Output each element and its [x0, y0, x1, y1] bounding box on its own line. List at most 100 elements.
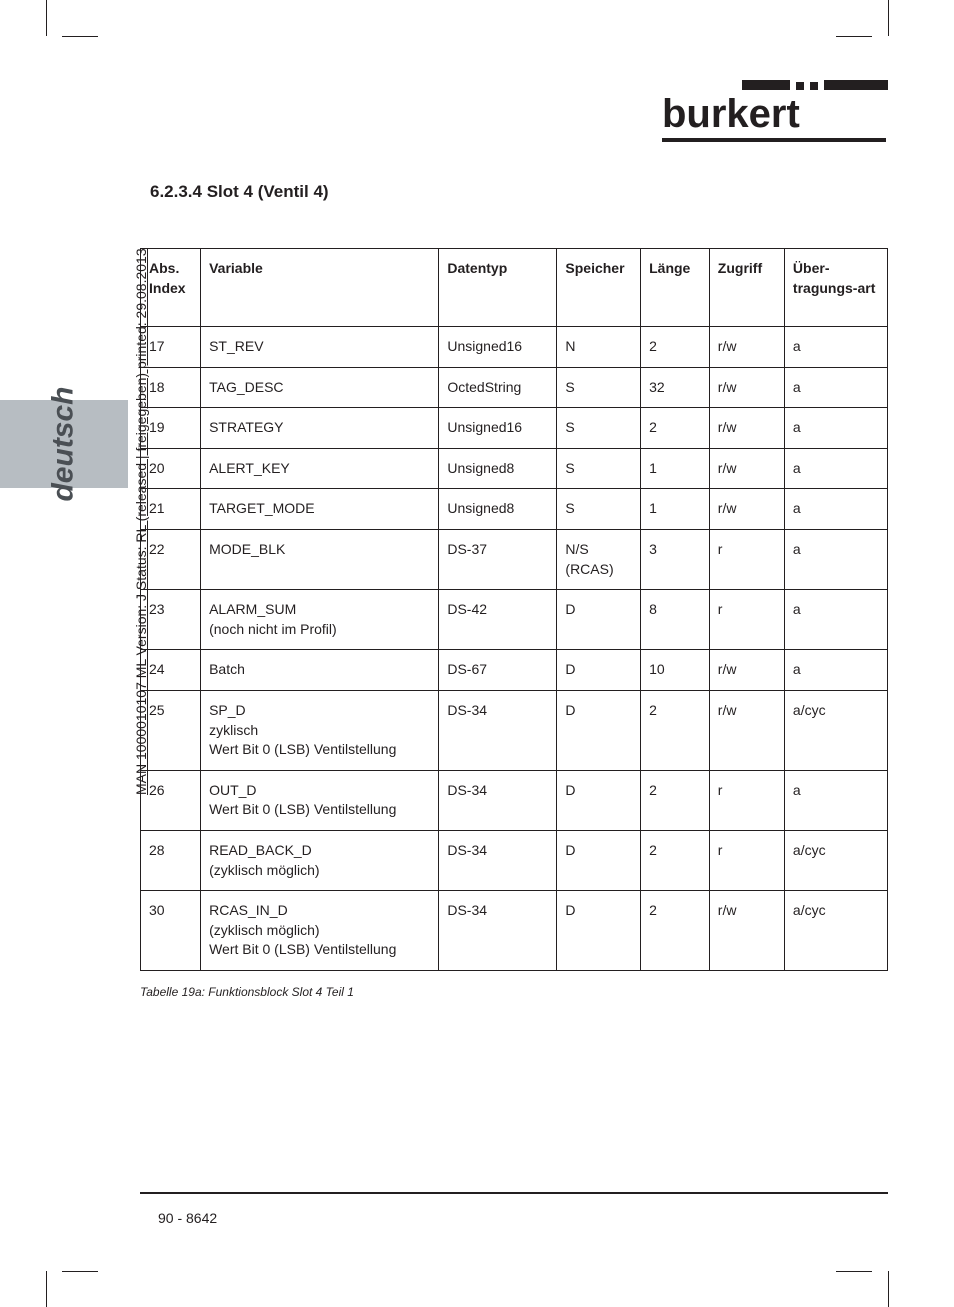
table-cell: 28 — [141, 830, 201, 890]
table-cell: a — [784, 408, 887, 449]
crop-mark — [888, 0, 889, 36]
table-cell: a — [784, 650, 887, 691]
table-cell: a/cyc — [784, 891, 887, 971]
table-cell: S — [557, 489, 641, 530]
language-side-tab: deutsch — [0, 400, 128, 488]
crop-mark — [46, 1271, 47, 1307]
table-cell: D — [557, 891, 641, 971]
th-zugriff: Zugriff — [709, 249, 784, 327]
th-laenge: Länge — [641, 249, 710, 327]
table-cell: 2 — [641, 327, 710, 368]
page-content: burkert 6.2.3.4 Slot 4 (Ventil 4) Abs. I… — [140, 60, 888, 999]
table-cell: S — [557, 367, 641, 408]
table-cell: DS-34 — [439, 891, 557, 971]
table-cell: r — [709, 590, 784, 650]
table-cell: r — [709, 770, 784, 830]
page-footer: 90 - 8642 — [158, 1210, 217, 1226]
table-cell: 32 — [641, 367, 710, 408]
table-cell: 20 — [141, 448, 201, 489]
table-cell: OctedString — [439, 367, 557, 408]
table-cell: 23 — [141, 590, 201, 650]
slot4-table: Abs. Index Variable Datentyp Speicher Lä… — [140, 248, 888, 971]
table-cell: 22 — [141, 529, 201, 589]
table-cell: r/w — [709, 650, 784, 691]
table-cell: r/w — [709, 891, 784, 971]
table-cell: TARGET_MODE — [201, 489, 439, 530]
table-cell: TAG_DESC — [201, 367, 439, 408]
table-cell: DS-34 — [439, 770, 557, 830]
th-variable: Variable — [201, 249, 439, 327]
table-cell: D — [557, 770, 641, 830]
logo-decoration — [824, 80, 888, 90]
table-cell: 30 — [141, 891, 201, 971]
table-row: 30RCAS_IN_D (zyklisch möglich) Wert Bit … — [141, 891, 888, 971]
logo-text: burkert — [662, 94, 888, 134]
table-cell: 2 — [641, 408, 710, 449]
table-cell: 2 — [641, 830, 710, 890]
table-cell: r/w — [709, 690, 784, 770]
table-cell: D — [557, 690, 641, 770]
table-cell: Batch — [201, 650, 439, 691]
table-cell: N — [557, 327, 641, 368]
table-cell: r — [709, 830, 784, 890]
table-cell: r/w — [709, 367, 784, 408]
table-cell: DS-42 — [439, 590, 557, 650]
logo-decoration — [796, 82, 804, 90]
table-caption: Tabelle 19a: Funktionsblock Slot 4 Teil … — [140, 985, 888, 999]
logo-decoration — [810, 82, 818, 90]
table-body: 17ST_REVUnsigned16N2r/wa18TAG_DESCOctedS… — [141, 327, 888, 971]
table-cell: D — [557, 650, 641, 691]
table-cell: 8 — [641, 590, 710, 650]
table-cell: a — [784, 448, 887, 489]
table-cell: ST_REV — [201, 327, 439, 368]
crop-mark — [46, 0, 47, 36]
table-cell: 21 — [141, 489, 201, 530]
table-cell: OUT_D Wert Bit 0 (LSB) Ventilstellung — [201, 770, 439, 830]
th-datentyp: Datentyp — [439, 249, 557, 327]
table-cell: ALERT_KEY — [201, 448, 439, 489]
table-cell: a — [784, 489, 887, 530]
table-cell: 2 — [641, 770, 710, 830]
table-cell: D — [557, 590, 641, 650]
table-cell: r/w — [709, 327, 784, 368]
logo-decoration — [742, 80, 790, 90]
table-cell: a — [784, 770, 887, 830]
table-header-row: Abs. Index Variable Datentyp Speicher Lä… — [141, 249, 888, 327]
table-cell: a — [784, 367, 887, 408]
table-cell: 25 — [141, 690, 201, 770]
table-cell: r/w — [709, 489, 784, 530]
table-cell: 17 — [141, 327, 201, 368]
table-cell: STRATEGY — [201, 408, 439, 449]
crop-mark — [888, 1271, 889, 1307]
footer-divider — [140, 1192, 888, 1194]
table-row: 18TAG_DESCOctedStringS32r/wa — [141, 367, 888, 408]
table-cell: a/cyc — [784, 830, 887, 890]
table-cell: 19 — [141, 408, 201, 449]
crop-mark — [836, 1271, 872, 1272]
table-cell: 18 — [141, 367, 201, 408]
table-row: 19STRATEGYUnsigned16S2r/wa — [141, 408, 888, 449]
table-cell: r/w — [709, 448, 784, 489]
table-cell: a — [784, 590, 887, 650]
table-cell: 1 — [641, 448, 710, 489]
table-cell: 1 — [641, 489, 710, 530]
table-row: 25SP_D zyklisch Wert Bit 0 (LSB) Ventils… — [141, 690, 888, 770]
crop-mark — [836, 36, 872, 37]
th-uebertragungsart: Über-tragungs-art — [784, 249, 887, 327]
table-row: 28READ_BACK_D (zyklisch möglich)DS-34D2r… — [141, 830, 888, 890]
table-row: 23ALARM_SUM (noch nicht im Profil)DS-42D… — [141, 590, 888, 650]
table-cell: DS-67 — [439, 650, 557, 691]
table-cell: READ_BACK_D (zyklisch möglich) — [201, 830, 439, 890]
table-cell: S — [557, 408, 641, 449]
table-cell: a — [784, 529, 887, 589]
th-speicher: Speicher — [557, 249, 641, 327]
table-cell: Unsigned8 — [439, 489, 557, 530]
table-row: 24BatchDS-67D10r/wa — [141, 650, 888, 691]
table-cell: 3 — [641, 529, 710, 589]
table-cell: Unsigned16 — [439, 408, 557, 449]
table-cell: 24 — [141, 650, 201, 691]
table-row: 17ST_REVUnsigned16N2r/wa — [141, 327, 888, 368]
table-cell: Unsigned8 — [439, 448, 557, 489]
table-cell: a/cyc — [784, 690, 887, 770]
table-row: 22MODE_BLKDS-37N/S (RCAS)3ra — [141, 529, 888, 589]
